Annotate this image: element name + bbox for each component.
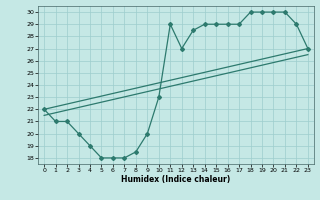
X-axis label: Humidex (Indice chaleur): Humidex (Indice chaleur) [121,175,231,184]
